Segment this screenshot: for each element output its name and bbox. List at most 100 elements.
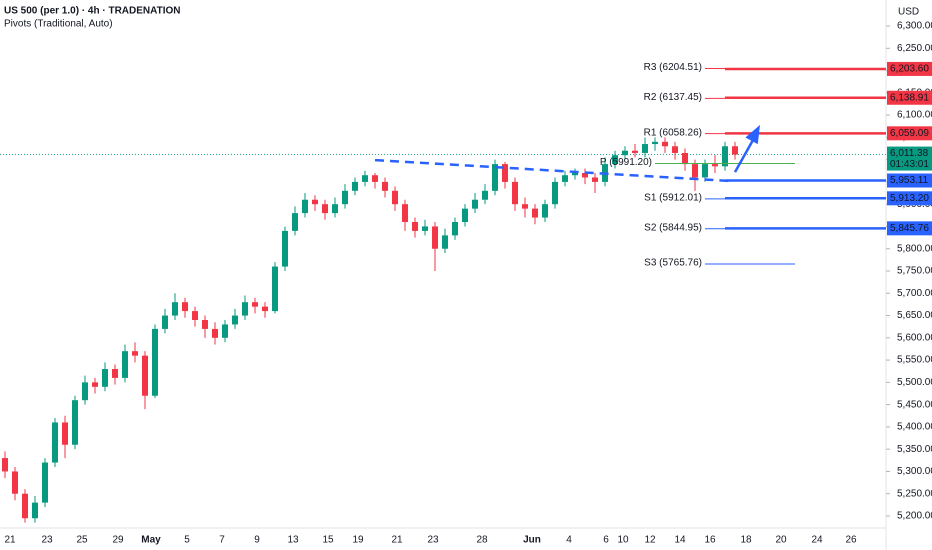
x-tick-label: 19 [352, 535, 364, 546]
x-tick-label: 9 [254, 535, 260, 546]
level-box [887, 61, 932, 76]
candle-body [652, 141, 658, 145]
y-tick-label: 6,250.00 [897, 43, 932, 54]
arrow-head [745, 124, 760, 145]
candle-body [242, 302, 248, 316]
candle-body [492, 164, 498, 191]
candle-body [462, 208, 468, 222]
candle-body [112, 369, 118, 378]
y-tick-label: 5,400.00 [897, 422, 932, 433]
candle-body [472, 199, 478, 209]
candle-body [272, 266, 278, 312]
currency: USD [898, 7, 919, 18]
candle-body [82, 382, 88, 401]
candle-body [212, 328, 218, 338]
x-tick-label: 16 [704, 535, 716, 546]
level-box [887, 126, 932, 141]
level-label: 6,059.09 [890, 128, 929, 139]
x-tick-label: 4 [566, 535, 572, 546]
candle-body [142, 355, 148, 396]
candle-body [232, 315, 238, 325]
candle-body [632, 150, 638, 153]
x-tick-label: 12 [644, 535, 656, 546]
candle-body [152, 328, 158, 396]
x-tick-label: 7 [219, 535, 225, 546]
x-tick-label: 25 [76, 535, 88, 546]
y-tick-label: 5,650.00 [897, 310, 932, 321]
level-box [887, 221, 932, 236]
candle-body [12, 471, 18, 494]
y-tick-label: 5,600.00 [897, 332, 932, 343]
candle-body [732, 146, 738, 155]
x-tick-label: 23 [41, 535, 53, 546]
x-tick-label: 13 [287, 535, 299, 546]
candle-body [612, 155, 618, 165]
x-tick-label: 10 [617, 535, 629, 546]
x-tick-label: 14 [674, 535, 686, 546]
candle-body [482, 190, 488, 200]
x-tick-label: 23 [427, 535, 439, 546]
y-tick-label: 5,450.00 [897, 399, 932, 410]
pivot-label: S3 (5765.76) [644, 258, 702, 269]
candle-body [432, 226, 438, 249]
candle-body [512, 181, 518, 205]
candle-body [252, 302, 258, 307]
candle-body [362, 175, 368, 182]
candle-body [342, 190, 348, 205]
x-tick-label: May [141, 535, 161, 546]
level-box [887, 173, 932, 188]
candle-body [62, 422, 68, 445]
candle-body [712, 164, 718, 167]
candle-body [402, 204, 408, 222]
level-label: 6,203.60 [890, 64, 929, 75]
level-box [887, 90, 932, 105]
y-tick-label: 6,300.00 [897, 21, 932, 32]
candle-body [672, 146, 678, 153]
candle-body [282, 230, 288, 267]
candle-body [22, 493, 28, 519]
candle-body [622, 150, 628, 156]
y-tick-label: 5,300.00 [897, 466, 932, 477]
candle-body [222, 324, 228, 338]
candle-body [382, 181, 388, 191]
x-tick-label: 5 [184, 535, 190, 546]
candle-body [52, 422, 58, 463]
candle-body [422, 226, 428, 231]
y-tick-label: 6,100.00 [897, 110, 932, 121]
y-tick-label: 5,350.00 [897, 444, 932, 455]
indicator-name: Pivots (Traditional, Auto) [4, 19, 113, 30]
candle-body [162, 315, 168, 329]
candle-body [92, 382, 98, 387]
candle-body [442, 235, 448, 249]
last-price-box [887, 146, 932, 171]
candle-body [372, 175, 378, 182]
candle-body [292, 213, 298, 231]
candle-body [332, 204, 338, 214]
candle-body [692, 164, 698, 178]
candle-body [352, 181, 358, 191]
x-tick-label: 28 [476, 535, 488, 546]
candle-body [592, 177, 598, 182]
y-tick-label: 5,800.00 [897, 243, 932, 254]
pivot-label: P (5991.20) [600, 157, 652, 168]
pivot-label: R1 (6058.26) [644, 127, 702, 138]
candle-body [202, 320, 208, 329]
countdown: 01:43:01 [890, 159, 929, 170]
candle-body [412, 222, 418, 231]
x-tick-label: 21 [391, 535, 403, 546]
level-label: 5,913.20 [890, 193, 929, 204]
x-tick-label: 24 [811, 535, 823, 546]
x-tick-label: 26 [845, 535, 857, 546]
candle-body [682, 152, 688, 165]
x-tick-label: 18 [740, 535, 752, 546]
candle-body [502, 164, 508, 182]
candle-body [582, 173, 588, 178]
x-tick-label: 29 [112, 535, 124, 546]
candle-body [552, 181, 558, 205]
symbol-title: US 500 (per 1.0) · 4h · TRADENATION [4, 6, 181, 17]
candle-body [192, 311, 198, 320]
level-label: 5,845.76 [890, 223, 929, 234]
candle-body [642, 144, 648, 153]
candle-body [302, 199, 308, 214]
